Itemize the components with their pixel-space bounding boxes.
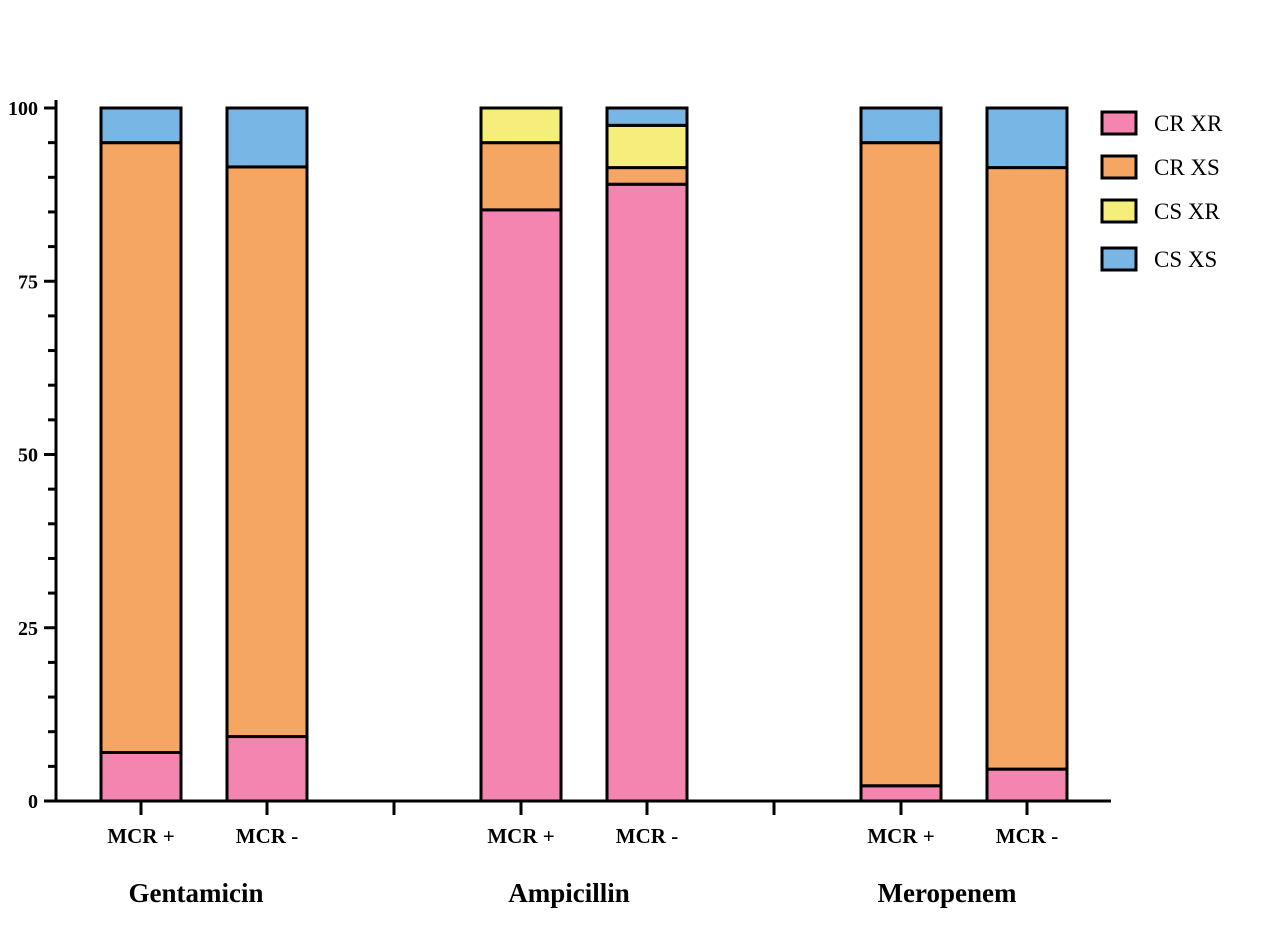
bar-segment-meropenem-2-cr-xs [985, 166, 1069, 771]
y-tick-label-25: 25 [18, 618, 38, 640]
x-category-label: MCR - [616, 824, 678, 848]
axes-layer [54, 100, 1111, 803]
bar-segment-ampicillin-2-cs-xr [605, 123, 689, 170]
bar-segment-ampicillin-1-cr-xs [479, 141, 563, 212]
x-labels: MCR + MCR - Gentamicin MCR + MCR - Ampicillin… [107, 801, 1058, 908]
legend: CR XR CR XS CS XR CS XS [1100, 110, 1223, 272]
bar-segment-ampicillin-2-cr-xr [605, 182, 689, 803]
bar-segment-gentamicin-2-cs-xs [225, 106, 309, 169]
group-label-meropenem: Meropenem [878, 878, 1017, 908]
group-label-gentamicin: Gentamicin [129, 878, 264, 908]
group-label-ampicillin: Ampicillin [508, 878, 630, 908]
y-tick-label-0: 0 [28, 791, 38, 813]
bar-segment-ampicillin-1-cs-xr [479, 106, 563, 145]
legend-label-cr-xs: CR XS [1154, 155, 1220, 180]
x-category-label: MCR + [107, 824, 174, 848]
bar-segment-meropenem-2-cr-xr [985, 767, 1069, 803]
legend-label-cs-xs: CS XS [1154, 247, 1217, 272]
x-category-label: MCR - [996, 824, 1058, 848]
y-tick-label-100: 100 [8, 98, 38, 120]
bar-segment-meropenem-1-cr-xs [859, 141, 943, 788]
x-category-label: MCR + [487, 824, 554, 848]
y-ticks: 0 25 50 75 100 [8, 98, 56, 813]
bar-segment-gentamicin-2-cr-xr [225, 735, 309, 803]
bar-segment-ampicillin-2-cs-xs [605, 106, 689, 127]
y-tick-label-75: 75 [18, 271, 38, 293]
legend-swatch-cs-xs [1100, 246, 1138, 272]
legend-label-cs-xr: CS XR [1154, 199, 1220, 224]
legend-swatch-cs-xr [1100, 198, 1138, 224]
x-category-label: MCR - [236, 824, 298, 848]
bar-segment-gentamicin-1-cs-xs [99, 106, 183, 145]
bar-segment-gentamicin-1-cr-xs [99, 141, 183, 754]
bar-segment-gentamicin-2-cr-xs [225, 165, 309, 739]
x-category-label: MCR + [867, 824, 934, 848]
bars-layer [99, 106, 1069, 803]
bar-segment-gentamicin-1-cr-xr [99, 750, 183, 803]
bar-segment-meropenem-2-cs-xs [985, 106, 1069, 170]
bar-segment-meropenem-1-cs-xs [859, 106, 943, 145]
bar-segment-ampicillin-2-cr-xs [605, 166, 689, 186]
y-tick-label-50: 50 [18, 445, 38, 467]
legend-swatch-cr-xr [1100, 110, 1138, 136]
bar-segment-ampicillin-1-cr-xr [479, 208, 563, 803]
legend-label-cr-xr: CR XR [1154, 111, 1223, 136]
bar-segment-meropenem-1-cr-xr [859, 784, 943, 803]
legend-swatch-cr-xs [1100, 154, 1138, 180]
